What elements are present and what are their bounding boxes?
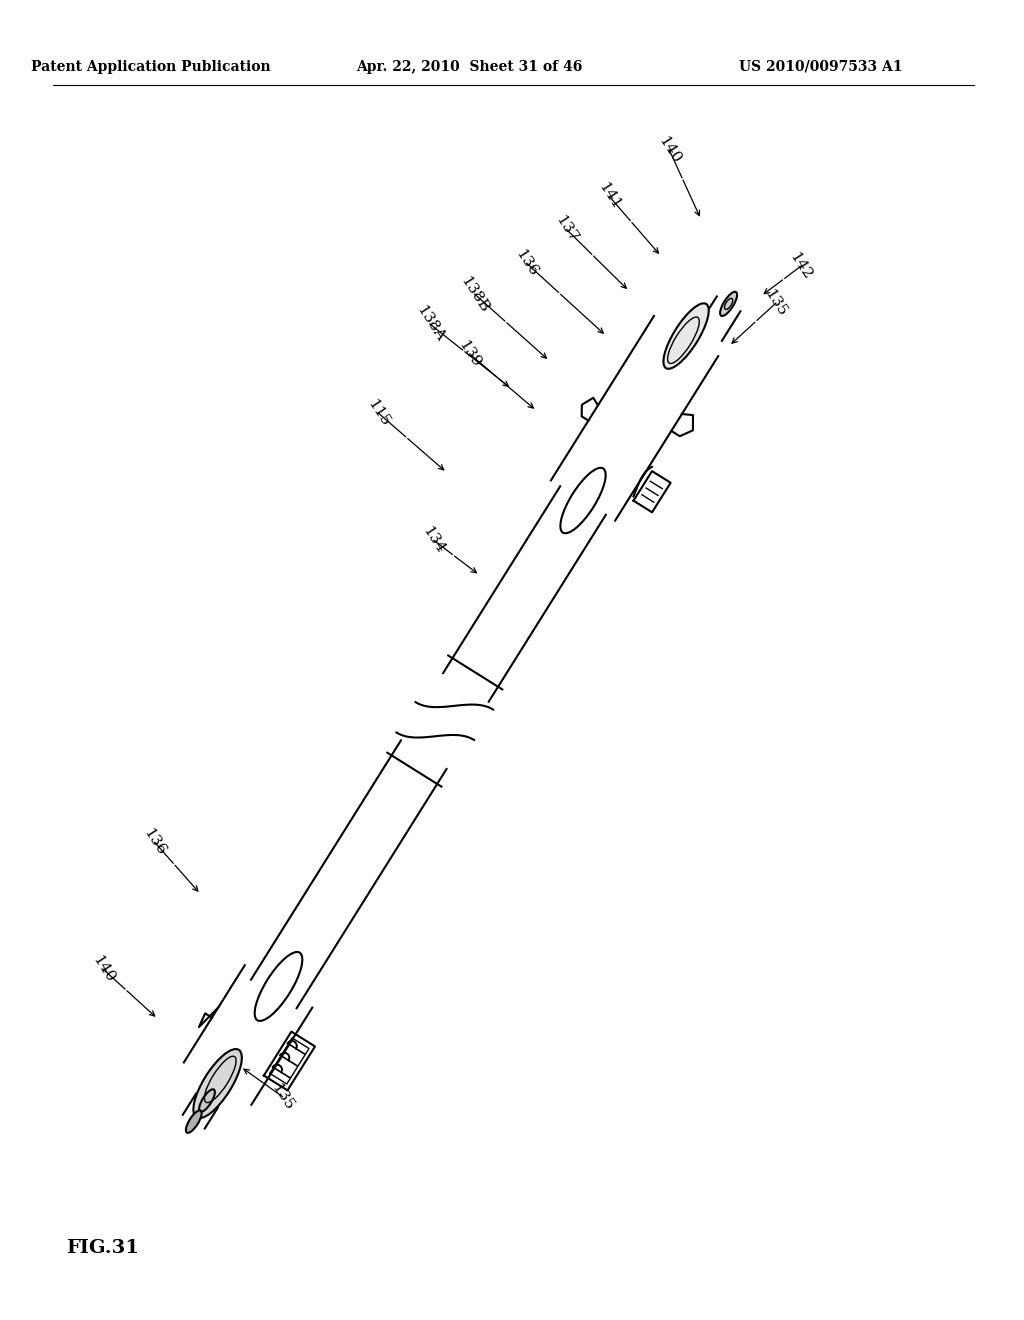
Ellipse shape xyxy=(186,1110,202,1133)
Text: 134: 134 xyxy=(420,524,447,557)
Ellipse shape xyxy=(664,304,709,368)
Text: US 2010/0097533 A1: US 2010/0097533 A1 xyxy=(739,59,902,74)
Text: 137: 137 xyxy=(553,214,581,246)
Text: 136: 136 xyxy=(141,826,169,858)
Text: 140: 140 xyxy=(89,953,117,985)
Text: FIG.31: FIG.31 xyxy=(67,1239,139,1257)
Text: 141: 141 xyxy=(596,181,624,213)
Text: Apr. 22, 2010  Sheet 31 of 46: Apr. 22, 2010 Sheet 31 of 46 xyxy=(356,59,583,74)
Ellipse shape xyxy=(199,1089,215,1111)
Text: 136: 136 xyxy=(513,247,541,280)
Text: 138A: 138A xyxy=(413,304,446,345)
Text: Patent Application Publication: Patent Application Publication xyxy=(31,59,270,74)
Text: 140: 140 xyxy=(655,133,683,166)
Ellipse shape xyxy=(194,1049,242,1118)
Text: 138B: 138B xyxy=(458,273,492,314)
Text: 139: 139 xyxy=(456,338,483,370)
Text: 135: 135 xyxy=(762,288,790,319)
Text: 115: 115 xyxy=(365,397,392,429)
Text: 135: 135 xyxy=(268,1081,296,1113)
Ellipse shape xyxy=(720,292,737,315)
Text: 142: 142 xyxy=(786,251,814,282)
